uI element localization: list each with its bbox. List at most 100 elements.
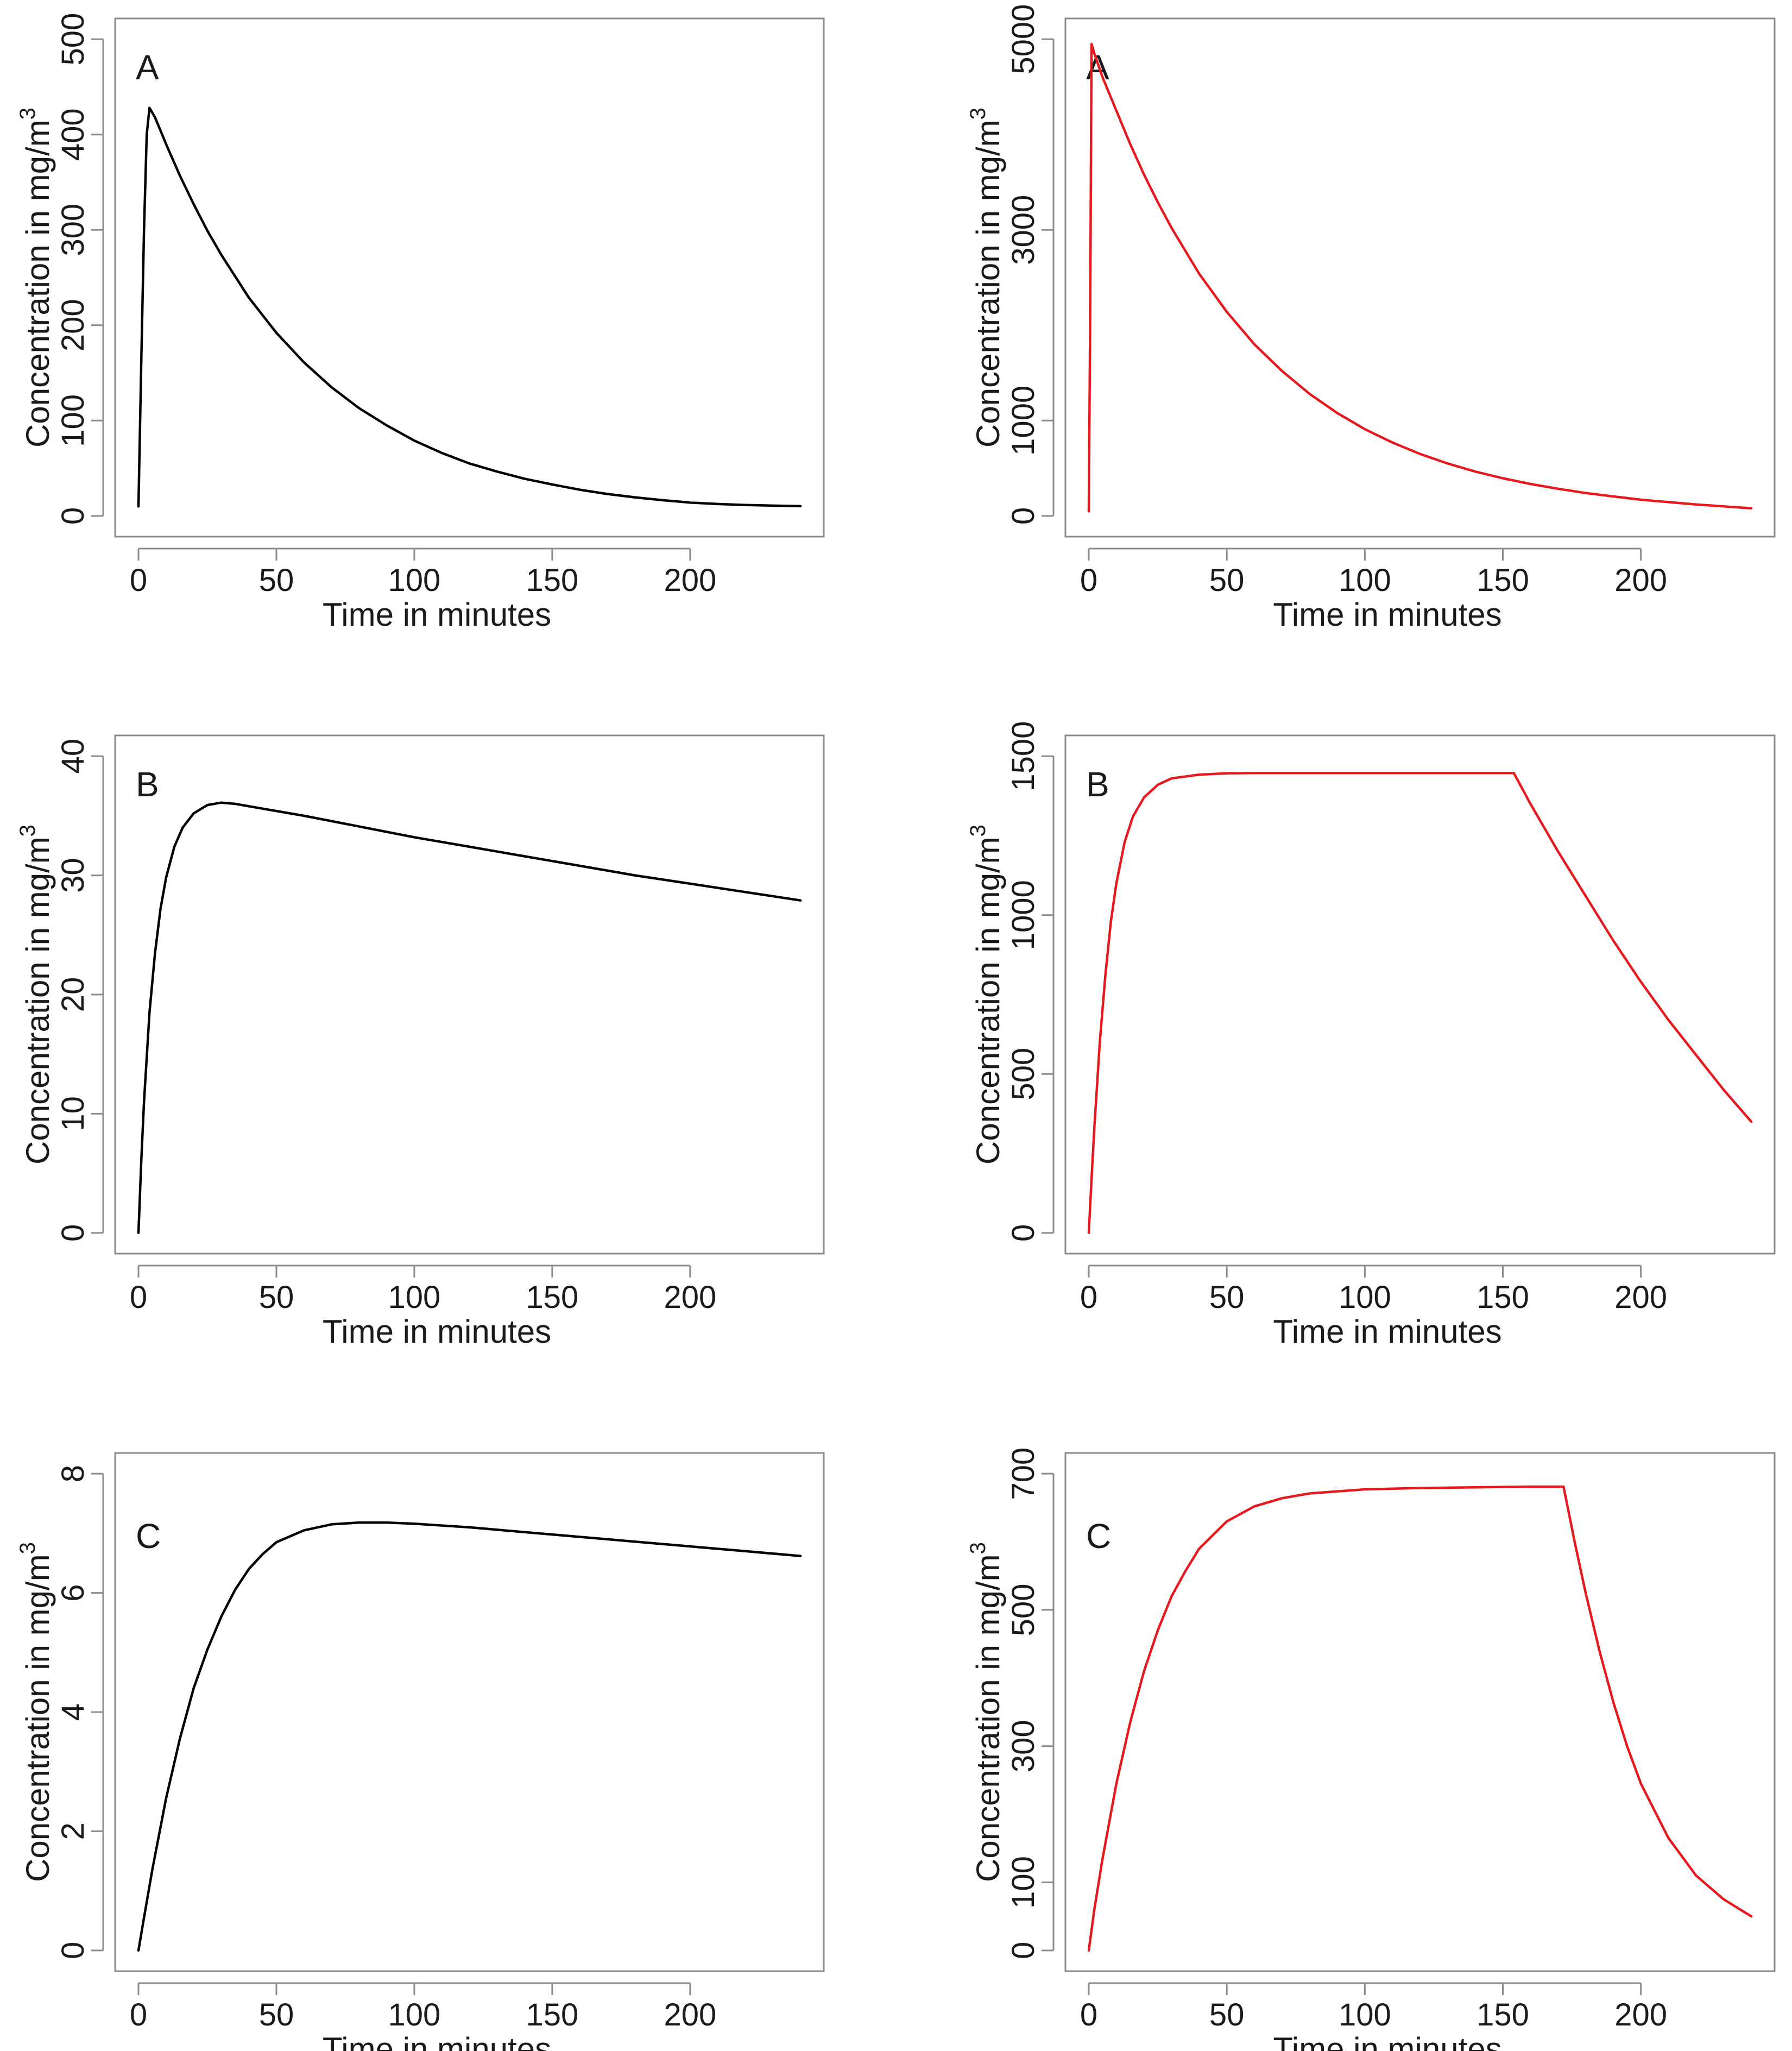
- y-tick-label: 6: [55, 1584, 91, 1601]
- y-axis-label: Concentration in mg/m3: [966, 1542, 1006, 1882]
- y-axis-label: Concentration in mg/m3: [16, 108, 56, 448]
- plot-frame: [114, 1452, 825, 1972]
- x-tick-label: 50: [259, 563, 294, 598]
- panel-b-left: 0 50 100 150 200 Time in minutes 0 10 20 30 40 Conc…: [16, 734, 825, 1350]
- y-tick-label: 0: [1006, 507, 1041, 525]
- y-tick-label: 200: [55, 299, 91, 351]
- y-tick-label: 500: [1006, 1048, 1041, 1100]
- x-axis-label: Time in minutes: [323, 2031, 551, 2051]
- y-tick-label: 400: [55, 108, 91, 161]
- y-axis-label-superscript: 3: [16, 108, 40, 119]
- x-axis-label: Time in minutes: [1273, 596, 1501, 633]
- plot-frame: [1064, 1452, 1776, 1972]
- y-tick-label: 300: [1006, 1720, 1041, 1772]
- y-tick-label: 0: [1006, 1942, 1041, 1959]
- y-axis-label: Concentration in mg/m3: [16, 825, 56, 1165]
- x-tick-label: 200: [664, 563, 716, 598]
- y-axis-label: Concentration in mg/m3: [16, 1542, 56, 1882]
- panel-a-right: 0 50 100 150 200 Time in minutes 0 1000 3000 5000…: [966, 4, 1776, 633]
- series-line-c: [137, 1521, 802, 1952]
- y-tick-label: 500: [1006, 1584, 1041, 1637]
- x-tick-label: 0: [1080, 1280, 1097, 1315]
- x-tick-label: 150: [1476, 563, 1529, 598]
- x-tick-label: 100: [388, 563, 441, 598]
- x-axis-label: Time in minutes: [1273, 2031, 1501, 2051]
- x-tick-label: 0: [130, 1997, 147, 2033]
- x-axis-label: Time in minutes: [323, 1313, 551, 1350]
- y-axis-label-text: Concentration in mg/m: [970, 119, 1006, 448]
- y-tick-label: 300: [55, 204, 91, 256]
- series-line-a: [137, 106, 802, 508]
- y-axis-label-superscript: 3: [966, 1542, 990, 1554]
- y-tick-label: 1500: [1006, 721, 1041, 791]
- series-line-b: [1087, 771, 1753, 1235]
- y-tick-label: 20: [55, 977, 91, 1012]
- y-axis-label-text: Concentration in mg/m: [970, 836, 1006, 1165]
- x-tick-label: 0: [1080, 1997, 1097, 2033]
- x-tick-label: 100: [388, 1997, 441, 2033]
- y-axis-label: Concentration in mg/m3: [966, 825, 1006, 1165]
- series-line-c: [1087, 1485, 1753, 1952]
- panel-c-right: 0 50 100 150 200 Time in minutes 0 100 300 500 700…: [966, 1448, 1776, 2051]
- y-axis-label-text: Concentration in mg/m: [970, 1554, 1006, 1882]
- x-tick-label: 150: [526, 1280, 578, 1315]
- x-tick-label: 50: [1209, 1280, 1245, 1315]
- panel-letter: C: [136, 1517, 161, 1556]
- x-tick-label: 50: [259, 1997, 294, 2033]
- x-axis-label: Time in minutes: [323, 596, 551, 633]
- x-tick-label: 150: [1476, 1280, 1529, 1315]
- y-axis-label-superscript: 3: [16, 1542, 40, 1554]
- y-tick-label: 700: [1006, 1448, 1041, 1500]
- x-tick-label: 0: [1080, 563, 1097, 598]
- y-axis-label-text: Concentration in mg/m: [20, 836, 56, 1165]
- y-tick-label: 40: [55, 739, 91, 774]
- y-tick-label: 0: [55, 1942, 91, 1959]
- x-tick-label: 200: [1614, 1997, 1667, 2033]
- series-line-b: [137, 801, 802, 1235]
- x-tick-label: 100: [388, 1280, 441, 1315]
- y-axis-label: Concentration in mg/m3: [966, 108, 1006, 448]
- panel-letter: C: [1086, 1517, 1111, 1556]
- panel-c-left: 0 50 100 150 200 Time in minutes 0 2 4 6 8 Concentr…: [16, 1452, 825, 2051]
- x-axis-label: Time in minutes: [1273, 1313, 1501, 1350]
- x-tick-label: 200: [664, 1997, 716, 2033]
- x-tick-label: 100: [1339, 1280, 1391, 1315]
- x-tick-label: 200: [1614, 1280, 1667, 1315]
- y-tick-label: 500: [55, 13, 91, 66]
- x-tick-label: 100: [1339, 1997, 1391, 2033]
- x-tick-label: 100: [1339, 563, 1391, 598]
- y-tick-label: 4: [55, 1703, 91, 1721]
- y-tick-label: 100: [55, 394, 91, 447]
- panel-letter: A: [1086, 48, 1109, 87]
- x-tick-label: 50: [259, 1280, 294, 1315]
- x-tick-label: 0: [130, 1280, 147, 1315]
- x-tick-label: 150: [1476, 1997, 1529, 2033]
- y-tick-label: 0: [55, 507, 91, 525]
- x-tick-label: 200: [1614, 563, 1667, 598]
- panel-letter: B: [136, 765, 159, 804]
- y-tick-label: 10: [55, 1096, 91, 1131]
- x-tick-label: 50: [1209, 563, 1245, 598]
- series-line-a: [1087, 42, 1753, 513]
- x-tick-label: 50: [1209, 1997, 1245, 2033]
- y-tick-label: 8: [55, 1465, 91, 1482]
- y-tick-label: 3000: [1006, 195, 1041, 265]
- plot-frame: [114, 17, 825, 538]
- y-axis-label-superscript: 3: [966, 825, 990, 836]
- y-axis-label-text: Concentration in mg/m: [20, 119, 56, 448]
- x-tick-label: 150: [526, 563, 578, 598]
- y-tick-label: 2: [55, 1822, 91, 1840]
- panel-letter: B: [1086, 765, 1109, 804]
- y-tick-label: 1000: [1006, 880, 1041, 950]
- y-tick-label: 5000: [1006, 4, 1041, 74]
- y-axis-label-text: Concentration in mg/m: [20, 1554, 56, 1882]
- panel-letter: A: [136, 48, 159, 87]
- y-axis-label-superscript: 3: [966, 108, 990, 119]
- plot-frame: [1064, 17, 1776, 538]
- x-tick-label: 0: [130, 563, 147, 598]
- y-tick-label: 0: [55, 1224, 91, 1242]
- y-tick-label: 0: [1006, 1224, 1041, 1242]
- x-tick-label: 200: [664, 1280, 716, 1315]
